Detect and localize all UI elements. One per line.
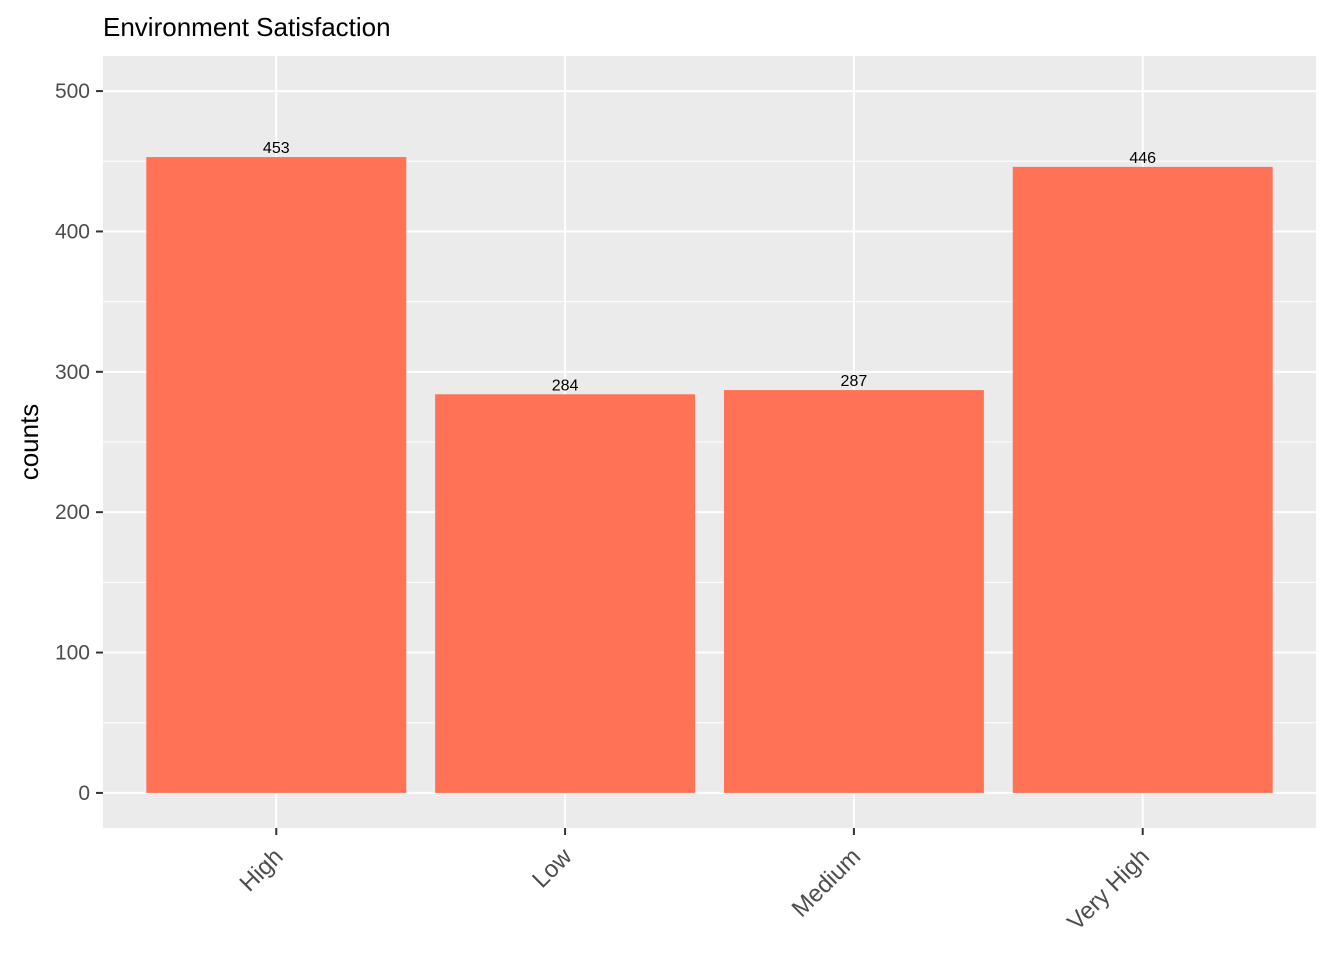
bar-medium	[723, 390, 984, 793]
data-label: 284	[552, 377, 579, 394]
x-tick-label: Medium	[787, 843, 866, 922]
data-label: 287	[841, 373, 868, 390]
data-label: 453	[263, 140, 290, 157]
y-tick-label: 100	[55, 642, 90, 665]
chart-title: Environment Satisfaction	[103, 12, 391, 42]
x-tick-label: High	[235, 843, 289, 897]
bars	[146, 157, 1273, 793]
y-tick-label: 200	[55, 501, 90, 524]
bar-very-high	[1012, 166, 1273, 793]
y-tick-label: 400	[55, 220, 90, 243]
y-tick-label: 500	[55, 80, 90, 103]
y-tick-label: 300	[55, 361, 90, 384]
data-labels: 453 284 287 446	[263, 140, 1156, 394]
x-axis: High Low Medium Very High	[235, 828, 1155, 936]
data-label: 446	[1129, 150, 1156, 167]
y-tick-label: 0	[78, 782, 90, 805]
bar-high	[146, 157, 407, 793]
y-axis: 0 100 200 300 400 500	[55, 80, 103, 805]
y-axis-title: counts	[14, 404, 44, 481]
bar-low	[435, 394, 696, 793]
x-tick-label: Very High	[1062, 843, 1155, 936]
x-tick-label: Low	[527, 843, 578, 894]
